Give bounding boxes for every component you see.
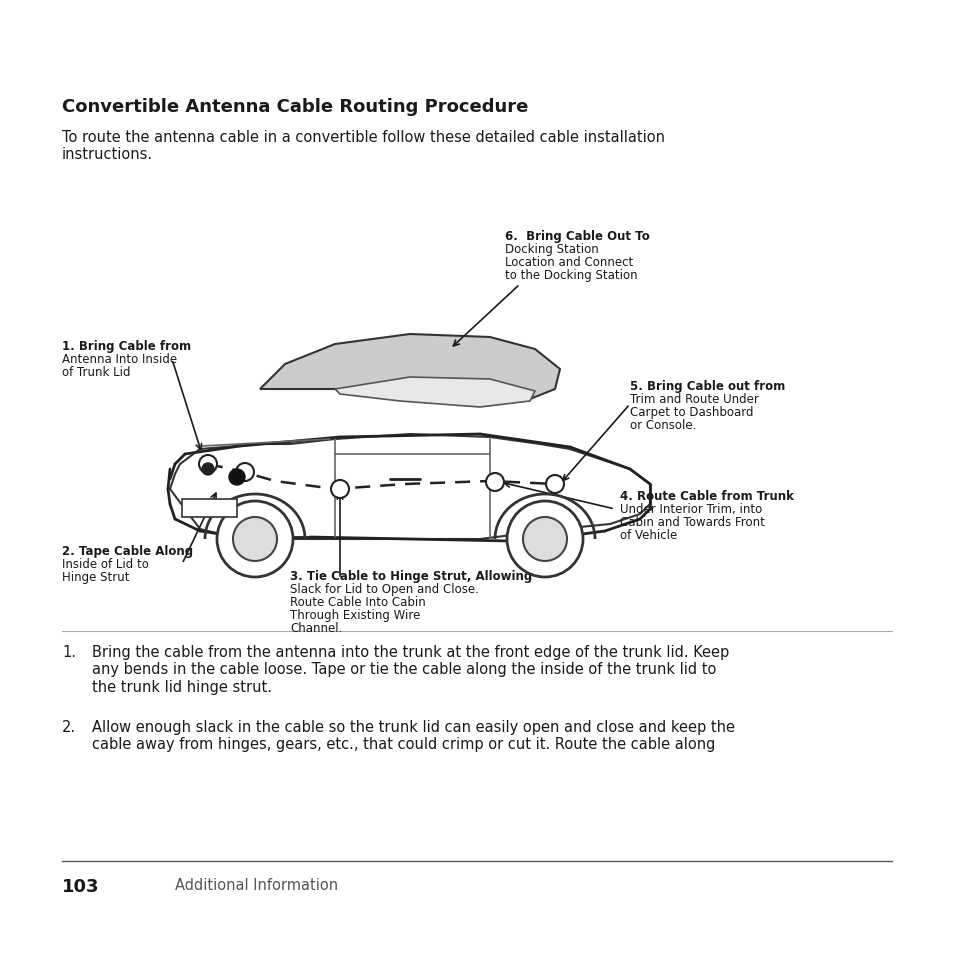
Text: to the Docking Station: to the Docking Station: [504, 269, 637, 282]
Polygon shape: [260, 335, 559, 405]
Text: 1. Bring Cable from: 1. Bring Cable from: [62, 339, 191, 353]
Text: 1.: 1.: [62, 644, 76, 659]
Text: Slack for Lid to Open and Close.: Slack for Lid to Open and Close.: [290, 582, 478, 596]
Text: Hinge Strut: Hinge Strut: [62, 571, 130, 583]
Text: Trim and Route Under: Trim and Route Under: [629, 393, 758, 406]
Text: Docking Station: Docking Station: [504, 243, 598, 255]
Text: Through Existing Wire: Through Existing Wire: [290, 608, 420, 621]
Circle shape: [229, 470, 245, 485]
Text: Bring the cable from the antenna into the trunk at the front edge of the trunk l: Bring the cable from the antenna into th…: [91, 644, 728, 694]
Circle shape: [545, 476, 563, 494]
Polygon shape: [335, 377, 535, 408]
Text: To route the antenna cable in a convertible follow these detailed cable installa: To route the antenna cable in a converti…: [62, 130, 664, 162]
Circle shape: [199, 456, 216, 474]
Text: 2. Tape Cable Along: 2. Tape Cable Along: [62, 544, 193, 558]
Text: 103: 103: [62, 877, 99, 895]
Text: Location and Connect: Location and Connect: [504, 255, 633, 269]
Text: Convertible Antenna Cable Routing Procedure: Convertible Antenna Cable Routing Proced…: [62, 98, 528, 116]
Text: 5. Bring Cable out from: 5. Bring Cable out from: [629, 379, 784, 393]
Circle shape: [331, 480, 349, 498]
Text: 6.  Bring Cable Out To: 6. Bring Cable Out To: [504, 230, 649, 243]
Text: 4. Route Cable from Trunk: 4. Route Cable from Trunk: [619, 490, 793, 502]
Circle shape: [202, 463, 213, 476]
Text: Under Interior Trim, into: Under Interior Trim, into: [619, 502, 761, 516]
Text: Additional Information: Additional Information: [174, 877, 337, 892]
Text: Allow enough slack in the cable so the trunk lid can easily open and close and k: Allow enough slack in the cable so the t…: [91, 720, 734, 752]
Circle shape: [216, 501, 293, 578]
Text: Inside of Lid to: Inside of Lid to: [62, 558, 149, 571]
Text: Route Cable Into Cabin: Route Cable Into Cabin: [290, 596, 425, 608]
Text: of Trunk Lid: of Trunk Lid: [62, 366, 131, 378]
Text: 3. Tie Cable to Hinge Strut, Allowing: 3. Tie Cable to Hinge Strut, Allowing: [290, 569, 532, 582]
Text: Cabin and Towards Front: Cabin and Towards Front: [619, 516, 764, 529]
Bar: [182, 499, 236, 517]
Text: Channel.: Channel.: [290, 621, 342, 635]
Text: Carpet to Dashboard: Carpet to Dashboard: [629, 406, 753, 418]
Text: or Console.: or Console.: [629, 418, 696, 432]
Circle shape: [233, 517, 276, 561]
Text: of Vehicle: of Vehicle: [619, 529, 677, 541]
Polygon shape: [170, 435, 649, 539]
Circle shape: [235, 463, 253, 481]
Circle shape: [522, 517, 566, 561]
Circle shape: [506, 501, 582, 578]
Text: 2.: 2.: [62, 720, 76, 734]
Circle shape: [485, 474, 503, 492]
Text: Antenna Into Inside: Antenna Into Inside: [62, 353, 177, 366]
